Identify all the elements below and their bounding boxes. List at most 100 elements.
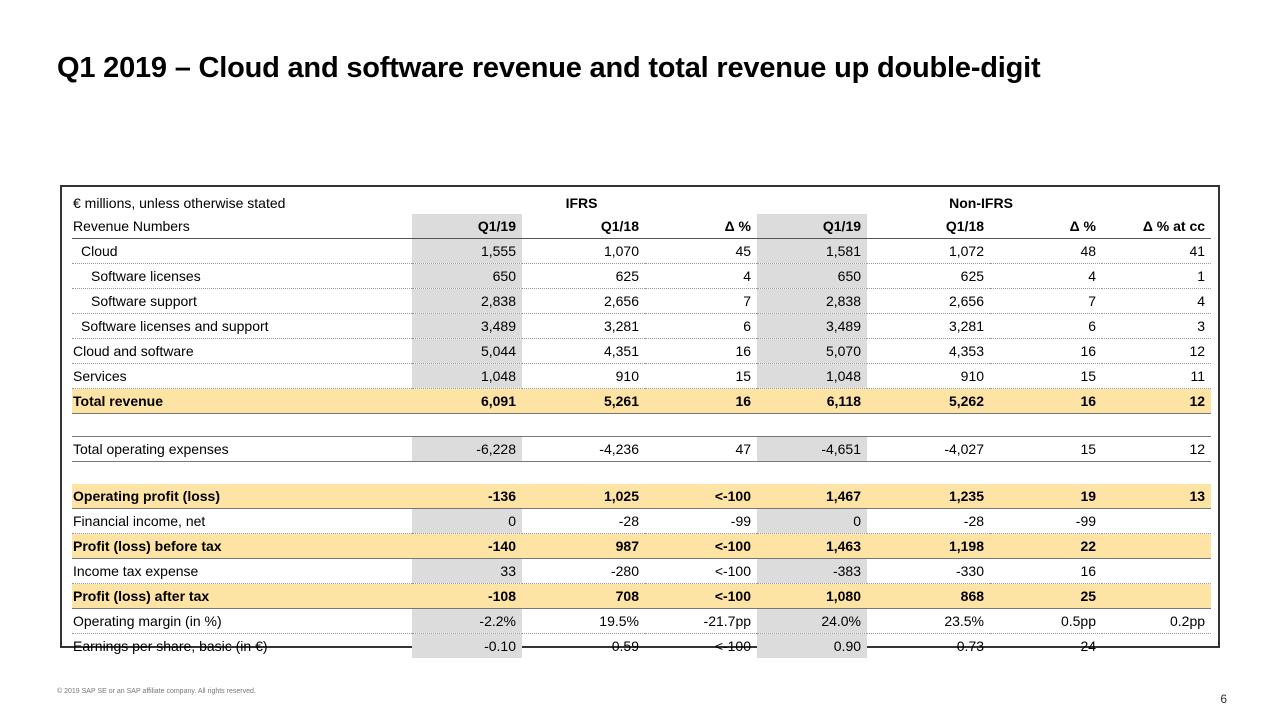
cell-value: 1,555 [412,238,522,264]
cell-value: <-100 [714,638,752,654]
header-ifrs-delta: Δ % [645,214,758,239]
table-row: Software support 2,838 2,656 7 2,838 2,656 7 4 [72,288,1212,314]
table-row: Operating profit (loss) -136 1,025 <-100 1,4… [72,484,1212,509]
cell-value: -99 [990,508,1103,534]
unit-note: € millions, unless otherwise stated [73,195,286,211]
row-label: Cloud and software [72,338,412,364]
cell-value: 1,025 [522,484,645,509]
table-row: Financial income, net 0 -28 -99 0 -28 -99 [72,508,1212,534]
cell-value: 3,281 [867,313,991,339]
table-row: Software licenses and support 3,489 3,281 6… [72,313,1212,339]
group-non-ifrs: Non-IFRS [949,195,1013,211]
spacer-row [72,413,1212,437]
cell-value: -108 [412,583,522,609]
cell-value: <-100 [645,583,758,609]
header-nonifrs-delta: Δ % [990,214,1103,239]
header-ifrs-q118: Q1/18 [522,214,645,239]
cell-value: 1,581 [757,238,868,264]
row-label: Profit (loss) before tax [72,533,412,559]
table-row: Total revenue 6,091 5,261 16 6,118 5,262 16 12 [72,388,1212,414]
cell-value: 5,261 [522,388,645,414]
cell-value: 15 [645,363,758,389]
table-row: Profit (loss) after tax -108 708 <-100 1,080… [72,583,1212,609]
cell-value: 2,656 [867,288,991,314]
cell-value: 24.0% [757,608,868,634]
cell-value: 16 [645,338,758,364]
cell-value [1102,634,1211,659]
cell-value: 3,489 [412,313,522,339]
cell-value: 33 [412,558,522,584]
cell-value: <-100 [645,558,758,584]
cell-value: 15 [990,436,1103,462]
column-header-row: Revenue Numbers Q1/19 Q1/18 Δ % Q1/19 Q1… [72,214,1212,239]
page-title: Q1 2019 – Cloud and software revenue and… [57,52,1041,84]
cell-value: -383 [757,558,868,584]
table-row: Cloud and software 5,044 4,351 16 5,070 4,353… [72,338,1212,364]
cell-value: 6,091 [412,388,522,414]
cell-value: 1,080 [757,583,868,609]
cell-value: 3 [1102,313,1212,339]
cell-value: 45 [645,238,758,264]
cell-value: 0.5pp [990,608,1103,634]
cell-value: 987 [522,533,645,559]
cell-value: -0.10 [412,633,522,658]
cell-value: 4,353 [867,338,991,364]
cell-value: 0.59 [611,638,639,654]
cell-value: -6,228 [412,436,522,462]
cell-value: -21.7pp [645,608,758,634]
cell-value: 650 [757,263,868,289]
cell-value: -136 [412,484,522,509]
header-nonifrs-delta-cc: Δ % at cc [1102,214,1212,239]
financial-table-box: € millions, unless otherwise stated IFRS… [60,185,1220,658]
row-label: Software support [72,288,412,314]
cell-value: 5,262 [867,388,991,414]
cell-value: -4,236 [522,436,645,462]
header-nonifrs-q119: Q1/19 [757,214,868,239]
cell-value: 7 [990,288,1103,314]
cell-value: 3,489 [757,313,868,339]
cell-value: -28 [867,508,991,534]
cell-value: 12 [1102,338,1212,364]
cell-value: 0 [757,508,868,534]
cell-value: 25 [990,583,1103,609]
cell-value: 4 [990,263,1103,289]
cell-value: 625 [867,263,991,289]
cell-value: 1,072 [867,238,991,264]
row-label: Earnings per share, basic (in €) [73,638,268,654]
cell-value: 2,656 [522,288,645,314]
cell-value: -2.2% [412,608,522,634]
cell-value: 19.5% [522,608,645,634]
cell-value: 11 [1102,363,1212,389]
cell-value: 1,048 [757,363,868,389]
cell-value: 47 [645,436,758,462]
table-row: Software licenses 650 625 4 650 625 4 1 [72,263,1212,289]
row-label: Cloud [72,238,412,264]
copyright: © 2019 SAP SE or an SAP affiliate compan… [57,688,256,695]
table-row: Cloud 1,555 1,070 45 1,581 1,072 48 41 [72,238,1212,264]
cell-value: 22 [990,533,1103,559]
cell-value: 41 [1102,238,1212,264]
table-row: Services 1,048 910 15 1,048 910 15 11 [72,363,1212,389]
cell-value [1102,533,1212,559]
row-label: Software licenses [72,263,412,289]
cell-value: 708 [522,583,645,609]
cell-value: 650 [412,263,522,289]
row-label: Operating profit (loss) [72,484,412,509]
cell-value: 23.5% [867,608,991,634]
row-label: Total revenue [72,388,412,414]
table-row: Income tax expense 33 -280 <-100 -383 -330 16 [72,558,1212,584]
cell-value: 1,070 [522,238,645,264]
financial-table: € millions, unless otherwise stated IFRS… [72,192,1212,659]
cell-value: 0 [412,508,522,534]
cell-value: 7 [645,288,758,314]
table-row: Operating margin (in %) -2.2% 19.5% -21.7pp… [72,608,1212,634]
cell-value: 6,118 [757,388,868,414]
cell-value: 2,838 [412,288,522,314]
cell-value: 1,048 [412,363,522,389]
table-row: Earnings per share, basic (in €) -0.10 0.5… [72,633,1211,659]
cell-value: 625 [522,263,645,289]
cell-value: 6 [645,313,758,339]
header-label: Revenue Numbers [72,214,412,239]
cell-value [1102,508,1212,534]
page-number: 6 [1220,692,1227,706]
